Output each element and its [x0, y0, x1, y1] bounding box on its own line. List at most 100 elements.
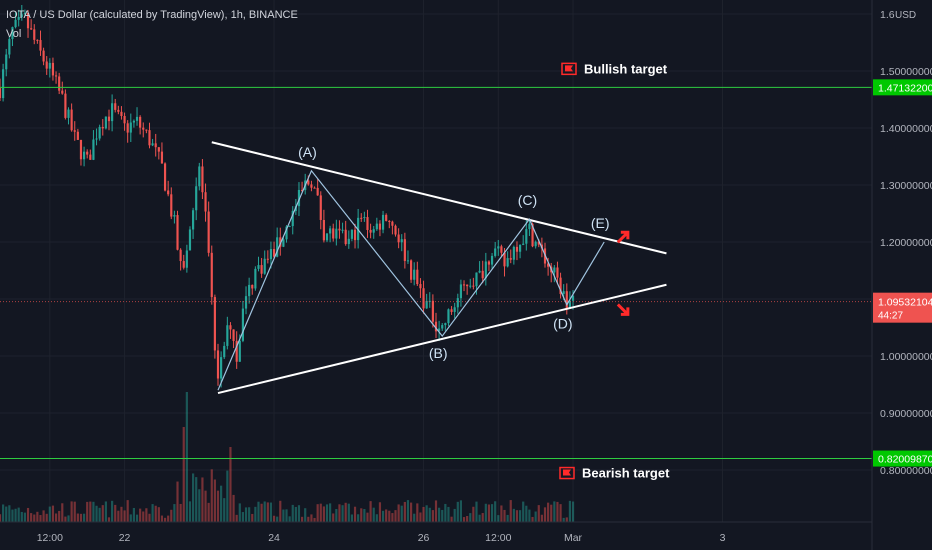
volume-bar: [107, 517, 111, 522]
candle-body: [344, 229, 347, 245]
elliott-wave-path[interactable]: [217, 169, 605, 391]
y-tick-label: 1.30000000: [880, 180, 932, 192]
candle-body: [70, 109, 73, 131]
volume-bar: [406, 500, 410, 522]
candle-body: [518, 244, 522, 252]
candle-body: [310, 184, 313, 188]
candle-body: [366, 217, 369, 230]
volume-bar: [185, 392, 188, 522]
arrow-down-icon: [616, 303, 630, 316]
candle-body: [154, 143, 157, 148]
candle-body: [30, 28, 33, 30]
candle-body: [509, 258, 512, 260]
candle-body: [82, 151, 86, 160]
candle-body: [104, 116, 107, 129]
volume-bar: [332, 513, 335, 522]
candle-body: [76, 131, 79, 140]
candle-body: [198, 166, 201, 187]
wave-label: (B): [429, 345, 448, 361]
candle-body: [528, 223, 531, 230]
volume-bar: [213, 479, 216, 522]
volume-bar: [263, 501, 266, 522]
volume-bar: [148, 513, 151, 522]
volume-bar: [441, 509, 444, 522]
volume-bar: [201, 477, 204, 522]
volume-bar: [89, 501, 92, 522]
volume-bar: [204, 490, 207, 522]
candle-body: [338, 228, 341, 231]
volume-bar: [419, 512, 422, 522]
candle-body: [210, 252, 213, 298]
candle-body: [195, 186, 198, 211]
volume-bar: [0, 514, 2, 522]
volume-bar: [54, 513, 58, 522]
candle-body: [132, 120, 136, 123]
volume-bar: [357, 514, 360, 522]
volume-bar: [506, 514, 509, 522]
volume-bar: [397, 504, 400, 522]
candle-body: [531, 223, 534, 247]
volume-bar: [425, 505, 428, 522]
volume-bar: [559, 504, 562, 522]
volume-bar: [540, 514, 543, 522]
volume-bar: [459, 500, 463, 522]
volume-bar: [335, 509, 338, 522]
volume-bar: [543, 507, 547, 522]
candle-body: [160, 151, 164, 164]
volume-bar: [58, 510, 61, 522]
volume-bar: [173, 504, 176, 522]
volume-bar: [154, 505, 157, 522]
candle-body: [238, 340, 241, 362]
candle-body: [360, 217, 363, 219]
volume-bar: [220, 485, 223, 522]
volume-bar: [481, 513, 484, 522]
candle-body: [291, 210, 294, 227]
candle-body: [260, 265, 263, 274]
volume-bar: [378, 502, 382, 522]
x-tick-label: 26: [418, 532, 430, 544]
candle-body: [229, 325, 232, 330]
candle-body: [450, 309, 453, 312]
candle-body: [397, 234, 400, 243]
volume-bar: [135, 514, 139, 522]
volume-bar: [291, 504, 294, 522]
volume-bar: [188, 501, 192, 522]
candle-body: [341, 229, 344, 231]
candle-body: [95, 138, 98, 140]
candle-body: [297, 189, 301, 207]
candle-body: [151, 143, 154, 146]
volume-bar: [238, 503, 241, 522]
volume-bar: [139, 508, 142, 522]
candle-body: [466, 284, 469, 287]
candle-body: [329, 228, 332, 234]
volume-bar: [329, 503, 332, 522]
candle-body: [497, 246, 500, 249]
candle-body: [462, 284, 466, 286]
volume-bar: [244, 507, 248, 522]
volume-bar: [366, 512, 369, 522]
volume-bar: [456, 501, 459, 522]
volume-bar: [92, 501, 95, 522]
triangle-trendline[interactable]: [217, 283, 667, 395]
candle-body: [481, 270, 484, 279]
volume-bar: [67, 515, 70, 522]
candle-body: [188, 229, 192, 251]
candle-body: [431, 300, 434, 322]
volume-bar: [438, 507, 441, 522]
candle-body: [288, 226, 291, 228]
volume-bar: [484, 503, 487, 522]
candle-body: [148, 130, 151, 146]
candle-body: [332, 228, 335, 239]
candle-body: [313, 187, 316, 189]
candle-body: [23, 12, 27, 15]
volume-bar: [95, 505, 98, 522]
candle-body: [92, 139, 95, 160]
current-price-label: 1.09532104: [878, 297, 932, 309]
candle-body: [525, 229, 528, 244]
volume-bar: [167, 515, 170, 522]
volume-bar: [257, 501, 260, 522]
triangle-trendline[interactable]: [211, 141, 667, 255]
y-tick-label: 1.20000000: [880, 237, 932, 249]
volume-bar: [391, 513, 394, 522]
